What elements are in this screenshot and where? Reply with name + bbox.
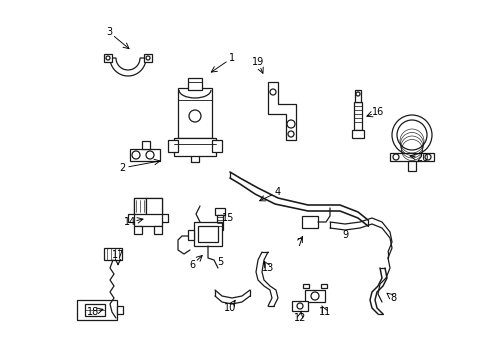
Text: 14: 14 — [123, 217, 136, 227]
Text: 11: 11 — [318, 307, 330, 317]
Circle shape — [106, 56, 110, 60]
Polygon shape — [305, 290, 325, 302]
Polygon shape — [389, 153, 433, 161]
Polygon shape — [134, 226, 142, 234]
Circle shape — [296, 303, 303, 309]
Text: 4: 4 — [274, 187, 281, 197]
Text: 9: 9 — [341, 230, 347, 240]
Polygon shape — [146, 198, 162, 214]
Text: 8: 8 — [389, 293, 395, 303]
Text: 12: 12 — [293, 313, 305, 323]
Circle shape — [310, 292, 318, 300]
Polygon shape — [85, 304, 105, 316]
Polygon shape — [104, 248, 122, 260]
Text: 1: 1 — [228, 53, 235, 63]
Circle shape — [424, 154, 430, 160]
Polygon shape — [77, 300, 117, 320]
Circle shape — [391, 115, 431, 155]
Text: 20: 20 — [415, 153, 427, 163]
Text: 15: 15 — [222, 213, 234, 223]
Circle shape — [396, 120, 426, 150]
Polygon shape — [154, 226, 162, 234]
Polygon shape — [407, 161, 415, 171]
Polygon shape — [351, 130, 363, 138]
Text: 17: 17 — [112, 250, 124, 260]
Polygon shape — [215, 208, 224, 215]
Polygon shape — [217, 215, 223, 230]
Circle shape — [132, 151, 140, 159]
Polygon shape — [168, 140, 178, 152]
Polygon shape — [134, 198, 146, 214]
Circle shape — [146, 56, 150, 60]
Text: 7: 7 — [295, 238, 302, 248]
Text: 6: 6 — [188, 260, 195, 270]
Polygon shape — [353, 102, 361, 130]
Polygon shape — [302, 216, 317, 228]
Polygon shape — [194, 222, 222, 246]
Polygon shape — [267, 82, 295, 140]
Text: 13: 13 — [262, 263, 274, 273]
Polygon shape — [303, 284, 308, 288]
Circle shape — [286, 120, 294, 128]
Polygon shape — [212, 140, 222, 152]
Polygon shape — [143, 54, 152, 62]
Polygon shape — [187, 230, 194, 240]
Polygon shape — [142, 141, 150, 149]
Polygon shape — [291, 301, 307, 311]
Text: 18: 18 — [87, 307, 99, 317]
Circle shape — [189, 110, 201, 122]
Text: 3: 3 — [106, 27, 112, 37]
Circle shape — [146, 151, 154, 159]
Text: 5: 5 — [217, 257, 223, 267]
Polygon shape — [117, 306, 123, 314]
Circle shape — [287, 131, 293, 137]
Text: 19: 19 — [251, 57, 264, 67]
Polygon shape — [187, 78, 202, 90]
Circle shape — [355, 92, 359, 96]
Polygon shape — [110, 58, 146, 76]
Polygon shape — [354, 90, 360, 102]
Polygon shape — [174, 138, 216, 156]
Polygon shape — [198, 226, 218, 242]
Text: 16: 16 — [371, 107, 384, 117]
Polygon shape — [320, 284, 326, 288]
Circle shape — [269, 89, 275, 95]
Polygon shape — [130, 149, 160, 161]
Polygon shape — [178, 88, 212, 138]
Polygon shape — [104, 54, 112, 62]
Text: 2: 2 — [119, 163, 125, 173]
Polygon shape — [134, 198, 162, 226]
Text: 10: 10 — [224, 303, 236, 313]
Circle shape — [392, 154, 398, 160]
